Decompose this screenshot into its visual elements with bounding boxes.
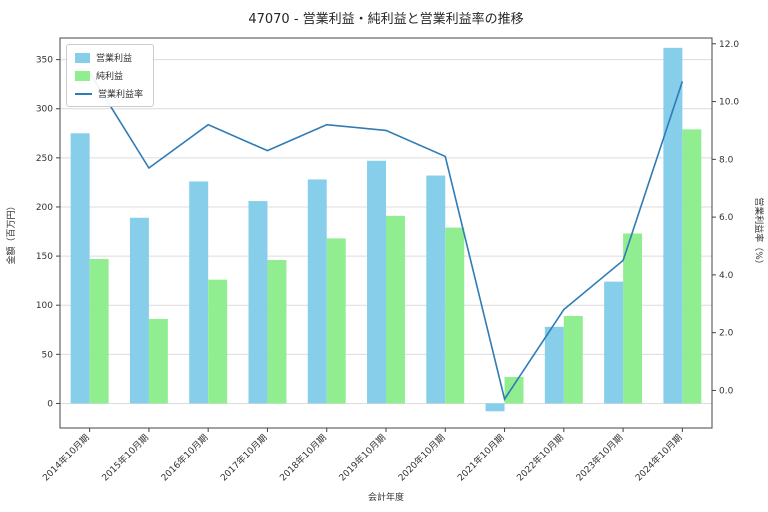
y-left-tick-label: 100 (36, 301, 53, 311)
bar (544, 326, 564, 404)
bar (623, 233, 643, 404)
bar (604, 281, 624, 404)
bar-series-0 (70, 47, 683, 412)
x-tick-label: 2024年10月期 (633, 432, 685, 484)
legend-label-operating-margin: 営業利益率 (98, 90, 144, 100)
y-right-tick-label: 8.0 (719, 155, 734, 165)
bar (563, 316, 583, 404)
y-left-tick-label: 0 (47, 399, 53, 409)
legend-swatch-operating-profit (75, 52, 90, 63)
legend-item-operating-margin: 営業利益率 (75, 87, 143, 100)
y-right-tick-label: 2.0 (719, 329, 734, 339)
y-right-tick-label: 4.0 (719, 271, 734, 281)
y-right-tick-label: 6.0 (719, 213, 734, 223)
bar (445, 227, 465, 404)
bar (208, 279, 228, 404)
y-left-tick-label: 300 (36, 105, 53, 115)
x-tick-label: 2023年10月期 (573, 432, 625, 484)
x-tick-label: 2018年10月期 (277, 432, 329, 484)
bar (267, 260, 287, 404)
bar (663, 47, 683, 404)
y-right-tick-label: 12.0 (719, 40, 739, 50)
bar (248, 201, 268, 404)
line-operating-margin (88, 72, 684, 402)
bar (148, 318, 168, 404)
bar (307, 179, 327, 404)
legend-swatch-operating-margin (75, 92, 92, 95)
bar (504, 376, 524, 404)
y-right-tick-label: 10.0 (719, 98, 739, 108)
legend-label-operating-profit: 営業利益 (96, 54, 133, 64)
y-left-tick-label: 250 (36, 154, 53, 164)
y-left-tick-label: 350 (36, 56, 53, 66)
bar (70, 133, 90, 404)
chart-legend: 営業利益 純利益 営業利益率 (66, 44, 155, 107)
bar (326, 238, 346, 404)
y-left-tick-label: 50 (42, 350, 54, 360)
y-right-tick-label: 0.0 (719, 386, 734, 396)
y-left-tick-label: 150 (36, 252, 53, 262)
bar-series-1 (89, 129, 702, 404)
x-tick-label: 2021年10月期 (455, 432, 507, 484)
legend-item-net-profit: 純利益 (75, 69, 143, 82)
bar (89, 259, 109, 404)
bar (426, 175, 446, 404)
y-right-axis-label: 営業利益率（%） (753, 197, 765, 269)
bar (485, 403, 505, 412)
legend-swatch-net-profit (75, 70, 90, 81)
legend-label-net-profit: 純利益 (96, 72, 124, 82)
x-tick-label: 2022年10月期 (514, 432, 566, 484)
x-axis-label: 会計年度 (368, 491, 404, 503)
x-tick-label: 2019年10月期 (336, 432, 388, 484)
bar (367, 160, 386, 404)
x-tick-label: 2014年10月期 (40, 432, 92, 484)
x-tick-label: 2015年10月期 (99, 432, 151, 484)
chart-title: 47070 - 営業利益・純利益と営業利益率の推移 (248, 12, 524, 27)
y-left-axis-label: 金額（百万円） (5, 201, 17, 264)
x-tick-label: 2020年10月期 (396, 432, 448, 484)
x-tick-label: 2016年10月期 (158, 432, 210, 484)
x-tick-label: 2017年10月期 (218, 432, 270, 484)
bar (682, 129, 702, 404)
bar (129, 217, 149, 404)
bar (189, 181, 209, 404)
legend-item-operating-profit: 営業利益 (75, 51, 143, 64)
bar (386, 215, 405, 404)
y-left-tick-label: 200 (36, 203, 53, 213)
